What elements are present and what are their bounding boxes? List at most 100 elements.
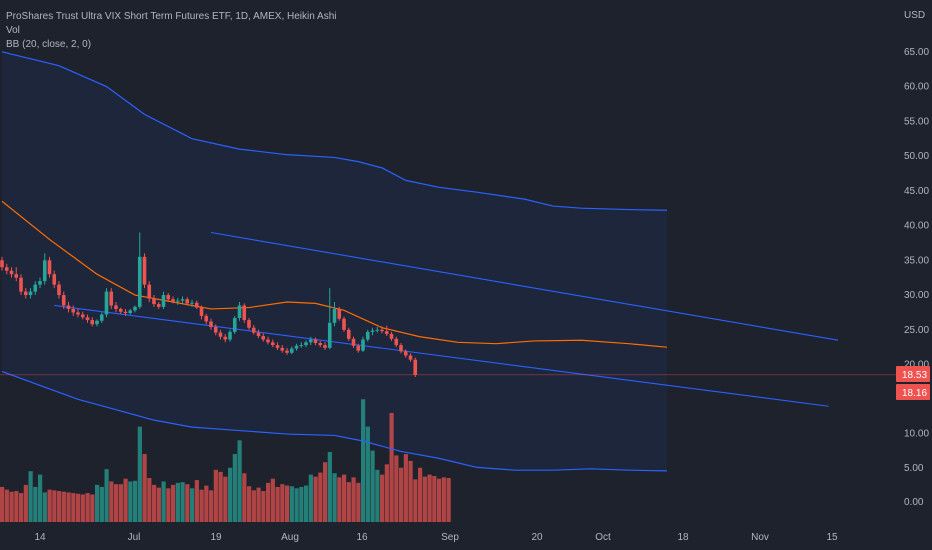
- candle-body: [147, 284, 152, 299]
- candle-body: [19, 277, 23, 292]
- currency-label: USD: [904, 10, 925, 21]
- volume-bar: [275, 486, 280, 522]
- volume-bar: [180, 482, 185, 522]
- candle-body: [209, 321, 213, 328]
- candle-body: [204, 315, 209, 322]
- volume-bar: [318, 472, 323, 522]
- candle-body: [394, 338, 399, 346]
- price-tick-label: 50.00: [904, 151, 929, 162]
- volume-bar: [38, 474, 43, 522]
- volume-bar: [285, 485, 290, 522]
- candle-body: [318, 343, 323, 346]
- volume-bar: [52, 490, 57, 522]
- candle-body: [280, 347, 285, 351]
- candle-body: [380, 329, 384, 332]
- time-tick-label: Oct: [595, 532, 611, 543]
- candle-body: [194, 302, 199, 308]
- volume-bar: [152, 484, 157, 522]
- candle-body: [0, 260, 4, 268]
- volume-label: Vol: [6, 25, 20, 36]
- volume-bar: [57, 491, 62, 522]
- volume-bar: [42, 492, 47, 522]
- candle-body: [9, 270, 14, 275]
- candle-body: [237, 305, 242, 318]
- volume-bar: [394, 455, 399, 522]
- price-tick-label: 20.00: [904, 360, 929, 371]
- volume-bar: [299, 486, 304, 522]
- volume-bar: [446, 478, 451, 522]
- volume-bar: [0, 486, 5, 522]
- candle-body: [375, 329, 380, 331]
- volume-bar: [242, 473, 247, 522]
- volume-bar: [380, 474, 385, 522]
- candle-body: [118, 308, 123, 312]
- volume-bar: [147, 478, 152, 522]
- volume-bar: [23, 484, 28, 522]
- volume-bar: [370, 450, 375, 522]
- candle-body: [323, 345, 327, 348]
- volume-bar: [66, 492, 71, 522]
- time-tick-label: Aug: [281, 532, 299, 543]
- candle-body: [251, 327, 256, 333]
- candle-body: [171, 299, 175, 302]
- candle-body: [299, 345, 304, 347]
- volume-bar: [109, 481, 114, 522]
- volume-bar: [90, 494, 95, 522]
- candle-body: [256, 332, 261, 337]
- volume-bar: [166, 488, 171, 522]
- volume-bar: [261, 491, 266, 522]
- volume-bar: [128, 481, 133, 522]
- volume-bar: [85, 493, 90, 522]
- time-tick-label: 20: [531, 532, 543, 543]
- candle-body: [356, 345, 361, 351]
- candle-body: [123, 311, 128, 314]
- volume-bar: [323, 462, 328, 522]
- volume-bar: [223, 476, 228, 522]
- volume-bar: [308, 474, 313, 522]
- volume-bar: [80, 494, 85, 522]
- candle-body: [223, 336, 228, 340]
- price-tick-label: 25.00: [904, 325, 929, 336]
- price-tick-label: 40.00: [904, 221, 929, 232]
- volume-bar: [137, 426, 142, 522]
- last-price-label: 18.53: [902, 370, 927, 381]
- volume-bar: [408, 460, 413, 522]
- volume-bar: [441, 477, 446, 522]
- candle-body: [313, 339, 318, 344]
- candle-body: [161, 295, 166, 307]
- candle-body: [361, 339, 365, 351]
- volume-bar: [194, 480, 199, 522]
- candle-body: [261, 336, 266, 340]
- candle-body: [128, 310, 133, 314]
- candle-body: [342, 318, 346, 330]
- secondary-price-label-bg: [896, 384, 930, 400]
- candle-body: [294, 345, 299, 349]
- volume-bar: [332, 473, 337, 522]
- candle-body: [38, 281, 42, 285]
- candle-body: [152, 298, 156, 305]
- candle-body: [308, 339, 313, 343]
- candle-body: [14, 274, 19, 278]
- volume-bar: [171, 484, 176, 522]
- time-tick-label: Sep: [441, 532, 459, 543]
- volume-bar: [209, 490, 214, 522]
- candle-body: [85, 317, 90, 321]
- candle-body: [218, 332, 223, 337]
- candle-body: [133, 306, 137, 311]
- volume-bar: [142, 454, 147, 522]
- volume-bar: [384, 464, 389, 522]
- candle-body: [399, 345, 403, 352]
- candle-body: [389, 333, 394, 339]
- volume-bar: [123, 478, 128, 522]
- candle-body: [71, 308, 76, 313]
- trendline: [210, 231, 839, 341]
- volume-bar: [175, 482, 180, 522]
- time-tick-label: Nov: [751, 532, 769, 543]
- candle-body: [90, 320, 95, 325]
- volume-bar: [95, 484, 100, 522]
- volume-bar: [432, 475, 437, 522]
- time-tick-label: 15: [826, 532, 838, 543]
- volume-bar: [422, 476, 427, 522]
- candle-body: [142, 256, 147, 285]
